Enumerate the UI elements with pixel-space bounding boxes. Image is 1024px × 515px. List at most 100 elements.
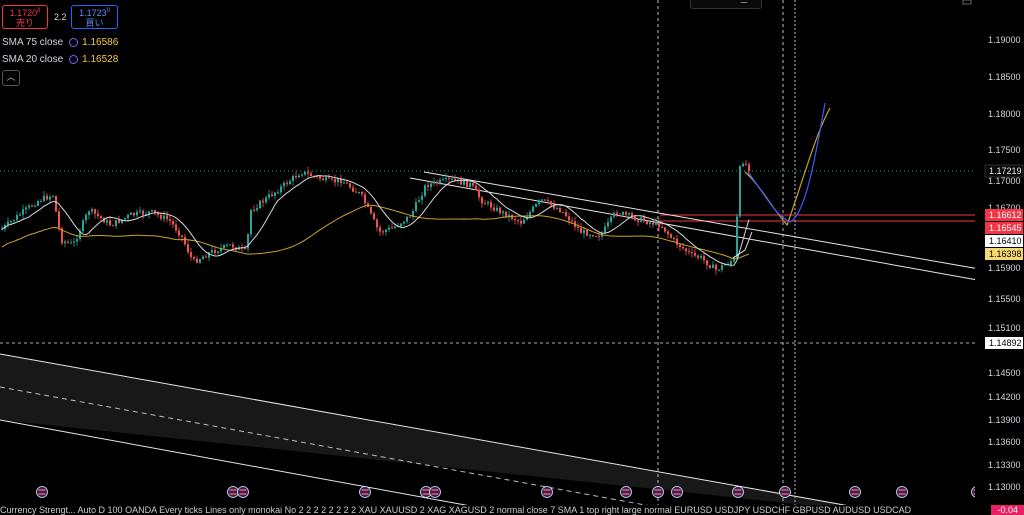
settings-icon[interactable] [69,54,79,64]
candle-body [139,210,141,212]
legend-sma20[interactable]: SMA 20 close 1.16528 [2,54,118,65]
price-axis-label: 1.17000 [988,176,1021,186]
candle-body [481,197,483,204]
candle-body [508,214,510,218]
candle-body [133,212,135,216]
projection-path-white[interactable] [732,231,753,259]
candle-body [244,247,246,249]
candle-body [196,258,198,263]
candle-body [136,211,138,216]
flag-stripe [422,489,430,491]
candle-body [142,210,144,215]
candle-body [418,200,420,203]
candle-body [187,244,189,253]
candle-body [736,216,738,258]
candle-body [154,209,156,213]
event-flag-icon[interactable] [652,486,664,498]
price-badges: 1.17219 1.16612 1.16545 1.16410 1.16398 1.148… [984,164,1024,349]
lower-channel-mid-line[interactable] [0,386,701,515]
flag-stripe [654,489,662,491]
candle-body [28,205,30,208]
lower-channel-top-line[interactable] [0,353,901,515]
candle-body [7,221,9,226]
candle-body [430,183,432,188]
candle-body [76,239,78,242]
event-flag-icon[interactable] [429,486,441,498]
candle-body [469,183,471,187]
candle-body [667,231,669,235]
candle-body [373,213,375,220]
event-flags [36,486,983,498]
candle-body [706,260,708,266]
candle-body [478,190,480,198]
candle-body [160,214,162,219]
event-flag-icon[interactable] [227,486,239,498]
flag-stripe [734,489,742,491]
event-flag-icon[interactable] [36,486,48,498]
price-badge-bg [985,222,1023,234]
candle-body [703,256,705,261]
candle-body [571,220,573,222]
upper-channel-top-line[interactable] [423,171,986,271]
candle-body [616,212,618,215]
candle-body [583,230,585,234]
candle-body [499,207,501,214]
price-badge-bg [985,248,1023,260]
minimize-icon[interactable] [741,2,747,3]
legend-sma75[interactable]: SMA 75 close 1.16586 [2,37,118,48]
candle-body [151,209,153,212]
candle-body [295,175,297,178]
event-flag-icon[interactable] [237,486,249,498]
candle-body [412,210,414,218]
event-flag-icon[interactable] [896,486,908,498]
legend-sma20-value: 1.16528 [82,54,119,65]
event-flag-icon[interactable] [732,486,744,498]
candle-body [634,216,636,221]
lower-channel-bottom-line[interactable] [0,419,521,515]
projection-path-blue[interactable] [747,102,826,223]
candle-body [721,265,723,270]
candle-body [517,220,519,222]
flag-stripe [673,493,681,495]
top-toolbar-handle[interactable] [690,0,762,9]
candle-body [670,234,672,238]
event-flag-icon[interactable] [620,486,632,498]
price-axis-label: 1.13600 [988,437,1021,447]
event-flag-icon[interactable] [671,486,683,498]
candle-body [610,216,612,223]
candle-body [283,182,285,187]
candle-body [16,215,18,221]
price-badge: 1.16398 [989,249,1022,259]
candle-body [679,244,681,247]
settings-icon[interactable] [69,37,79,47]
collapse-legend-button[interactable]: ︿ [2,70,20,86]
candle-body [745,163,747,165]
event-flag-icon[interactable] [541,486,553,498]
candle-body [487,201,489,204]
price-axis[interactable]: 1.19000 1.18500 1.18000 1.17500 1.17000 1.167… [988,35,1021,492]
candle-body [355,191,357,193]
candle-body [127,214,129,218]
buy-button[interactable]: 1.17230 買い [71,5,118,29]
candle-body [535,203,537,207]
event-flag-icon[interactable] [849,486,861,498]
scale-settings-icon[interactable] [962,0,972,5]
candle-body [388,227,390,230]
candle-body [433,181,435,184]
candle-body [646,221,648,225]
projection-path-gold[interactable] [744,107,831,227]
candle-body [256,208,258,211]
candle-body [448,178,450,180]
candle-body [217,251,219,254]
candle-body [385,229,387,232]
sell-button[interactable]: 1.17208 売り [2,5,48,29]
candle-body [310,173,312,177]
candle-body [649,222,651,225]
event-flag-icon[interactable] [359,486,371,498]
upper-channel-bottom-line[interactable] [409,177,984,282]
event-flag-icon[interactable] [779,486,791,498]
candle-body [652,222,654,225]
candle-body [325,177,327,181]
candle-body [337,178,339,183]
